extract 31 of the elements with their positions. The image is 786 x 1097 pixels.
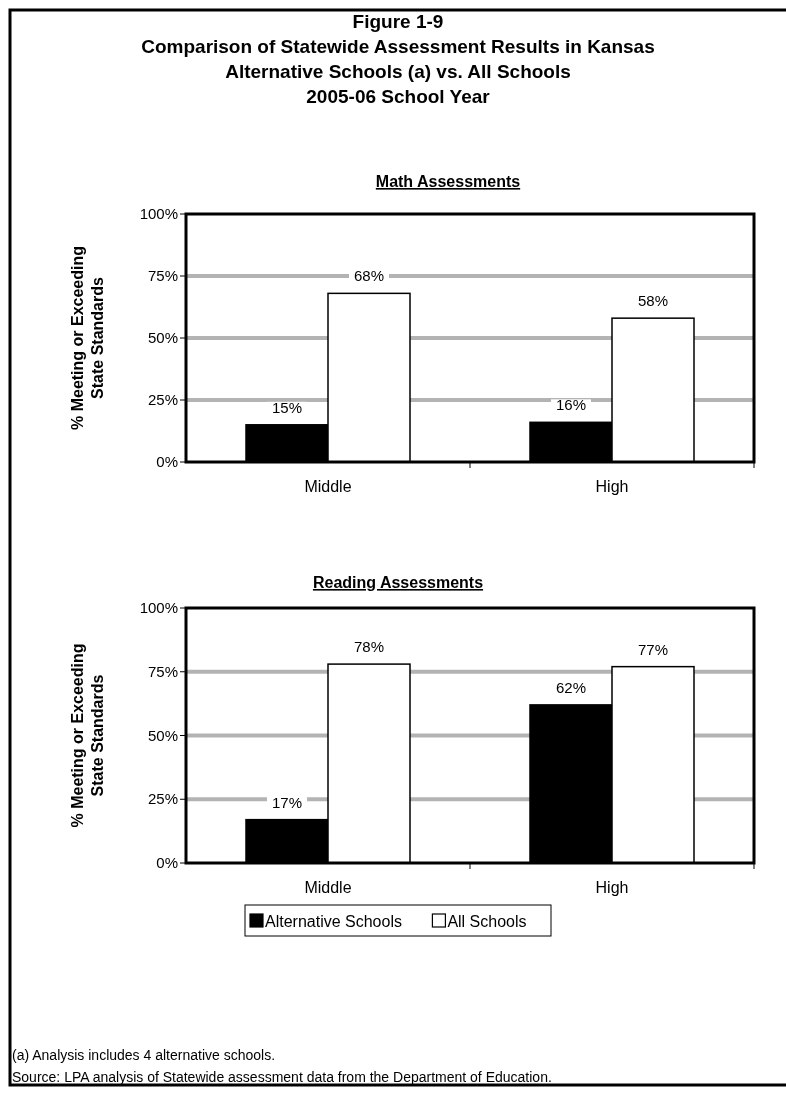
y-tick-label: 0%	[156, 854, 178, 871]
y-tick-label: 50%	[147, 329, 178, 346]
data-label: 68%	[353, 267, 385, 285]
data-label: 16%	[555, 396, 587, 414]
chart-title: Figure 1-9 Comparison of Statewide Assessment Results in Kansas Alternative Schools (a) vs. All Schools 2005-06 School Year	[141, 11, 655, 107]
legend-label: Alternative Schools	[265, 913, 402, 930]
y-tick-label: 100%	[139, 205, 178, 222]
data-label: 62%	[555, 678, 587, 696]
source-note: Source: LPA analysis of Statewide assessment data from the Department of Education.	[12, 1069, 552, 1085]
y-tick-label: 0%	[156, 453, 178, 470]
x-tick-label: Middle	[304, 879, 352, 896]
data-label: 17%	[271, 793, 303, 811]
data-label: 77%	[637, 640, 669, 658]
y-tick-label: 25%	[147, 391, 178, 408]
y-tick-label: 25%	[147, 790, 178, 808]
y-axis-title: % Meeting or Exceeding State Standards	[69, 643, 106, 828]
x-tick-label: High	[595, 478, 629, 495]
y-tick-label: 100%	[139, 599, 178, 616]
y-tick-label: 75%	[147, 267, 178, 284]
y-tick-label: 75%	[147, 662, 178, 680]
text: (a) Analysis includes 4 alternative schools.	[12, 1047, 276, 1063]
y-tick-label: 50%	[147, 726, 178, 744]
chart-subtitle: Math Assessments	[375, 173, 521, 190]
data-label: 15%	[271, 398, 303, 416]
x-tick-label: High	[595, 879, 629, 896]
chart-title: Reading Assessments	[312, 574, 484, 591]
y-axis-title: % Meeting or Exceeding State Standards	[69, 245, 106, 431]
data-label: 58%	[637, 292, 669, 310]
legend-label: All Schools	[447, 913, 527, 930]
x-tick-label: Middle	[304, 478, 352, 495]
data-label: 78%	[353, 638, 385, 656]
